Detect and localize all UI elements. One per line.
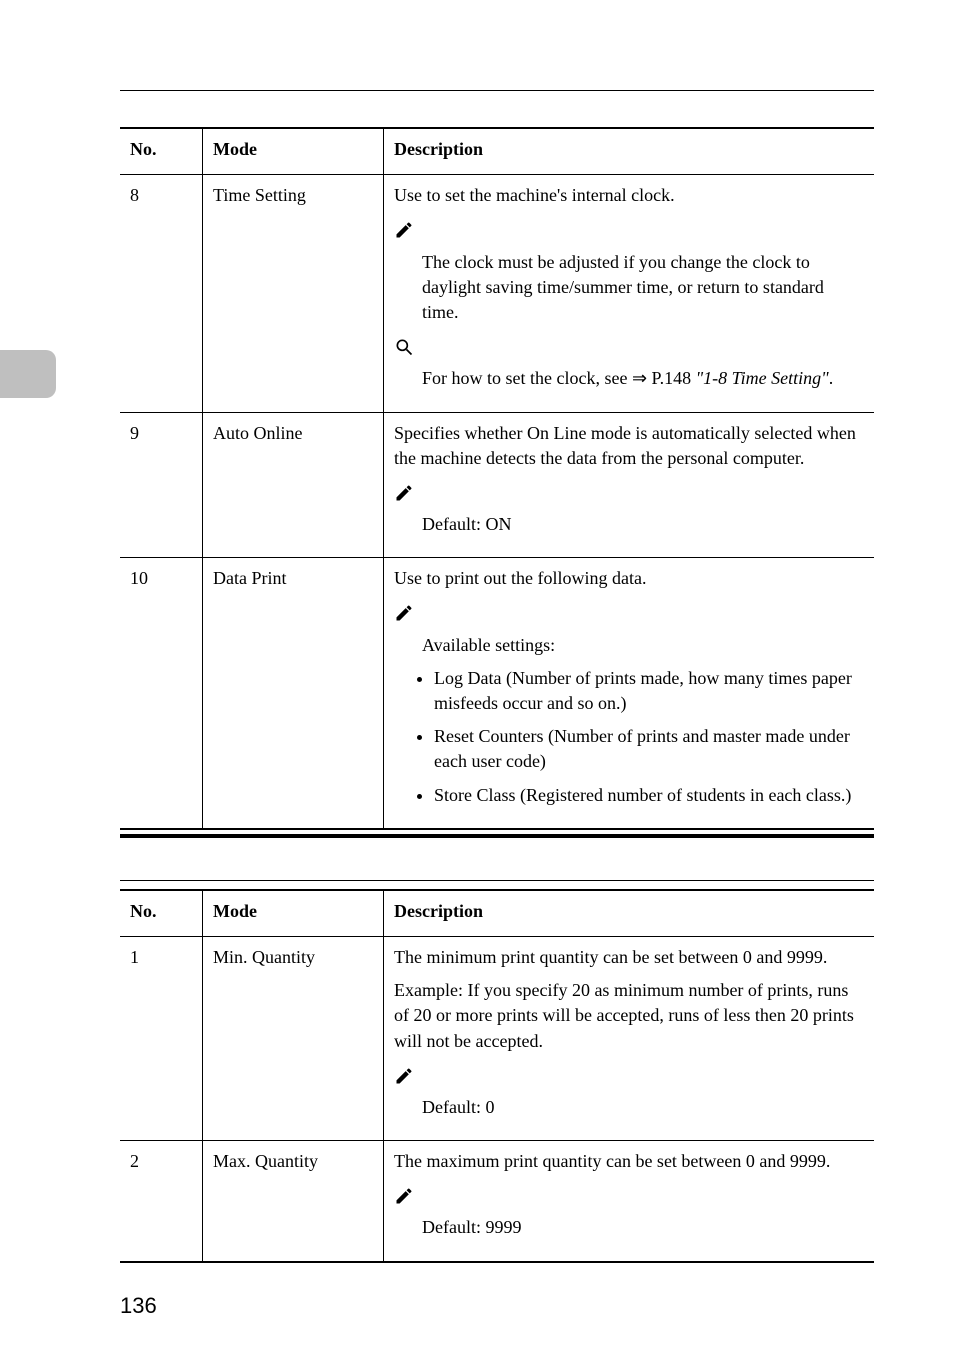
note-text: The clock must be adjusted if you change… — [422, 250, 864, 326]
pencil-icon — [394, 220, 414, 240]
desc-line: Use to set the machine's internal clock. — [394, 183, 864, 208]
ref-mid: P.148 — [652, 368, 696, 388]
cell-mode: Time Setting — [203, 175, 384, 412]
cell-mode: Data Print — [203, 558, 384, 829]
cell-desc: Specifies whether On Line mode is automa… — [384, 412, 875, 558]
default-text: Default: 0 — [422, 1095, 864, 1120]
pencil-icon — [394, 603, 414, 623]
table-row: 2 Max. Quantity The maximum print quanti… — [120, 1141, 874, 1262]
th-desc: Description — [384, 128, 875, 175]
cell-mode: Max. Quantity — [203, 1141, 384, 1262]
cell-no: 8 — [120, 175, 203, 412]
th-no: No. — [120, 128, 203, 175]
list-item: Reset Counters (Number of prints and mas… — [434, 724, 864, 774]
default-text: Default: 9999 — [422, 1215, 864, 1240]
settings-list: Log Data (Number of prints made, how man… — [414, 666, 864, 808]
cell-no: 9 — [120, 412, 203, 558]
desc-line: Use to print out the following data. — [394, 566, 864, 591]
pencil-icon — [394, 1186, 414, 1206]
cell-no: 1 — [120, 936, 203, 1140]
magnifier-icon — [394, 337, 414, 357]
th-mode: Mode — [203, 128, 384, 175]
table2-top-rule — [120, 880, 874, 881]
pencil-icon — [394, 1066, 414, 1086]
cell-mode: Auto Online — [203, 412, 384, 558]
list-item: Store Class (Registered number of studen… — [434, 783, 864, 808]
cell-no: 10 — [120, 558, 203, 829]
top-rule — [120, 90, 874, 91]
pencil-icon — [394, 483, 414, 503]
ref-arrow: ⇒ — [632, 368, 647, 388]
desc-line: Example: If you specify 20 as minimum nu… — [394, 978, 864, 1054]
desc-line: Specifies whether On Line mode is automa… — [394, 421, 864, 471]
cell-no: 2 — [120, 1141, 203, 1262]
table-system-settings: No. Mode Description 8 Time Setting Use … — [120, 127, 874, 830]
ref-prefix: For how to set the clock, see — [422, 368, 632, 388]
reference-text: For how to set the clock, see ⇒ P.148 "1… — [422, 366, 864, 391]
th-no: No. — [120, 890, 203, 937]
section-divider — [120, 834, 874, 838]
th-mode: Mode — [203, 890, 384, 937]
list-item: Log Data (Number of prints made, how man… — [434, 666, 864, 716]
page-number: 136 — [120, 1293, 157, 1319]
table-row: 1 Min. Quantity The minimum print quanti… — [120, 936, 874, 1140]
ref-suffix: . — [829, 368, 834, 388]
th-desc: Description — [384, 890, 875, 937]
table-row: 8 Time Setting Use to set the machine's … — [120, 175, 874, 412]
table-quantity-settings: No. Mode Description 1 Min. Quantity The… — [120, 889, 874, 1263]
section-tab — [0, 350, 56, 398]
cell-desc: Use to set the machine's internal clock.… — [384, 175, 875, 412]
ref-italic: "1-8 Time Setting" — [696, 368, 829, 388]
available-settings-label: Available settings: — [422, 633, 864, 658]
table-row: 10 Data Print Use to print out the follo… — [120, 558, 874, 829]
cell-mode: Min. Quantity — [203, 936, 384, 1140]
cell-desc: Use to print out the following data. Ava… — [384, 558, 875, 829]
desc-line: The maximum print quantity can be set be… — [394, 1149, 864, 1174]
default-text: Default: ON — [422, 512, 864, 537]
desc-line: The minimum print quantity can be set be… — [394, 945, 864, 970]
table-row: 9 Auto Online Specifies whether On Line … — [120, 412, 874, 558]
cell-desc: The maximum print quantity can be set be… — [384, 1141, 875, 1262]
cell-desc: The minimum print quantity can be set be… — [384, 936, 875, 1140]
